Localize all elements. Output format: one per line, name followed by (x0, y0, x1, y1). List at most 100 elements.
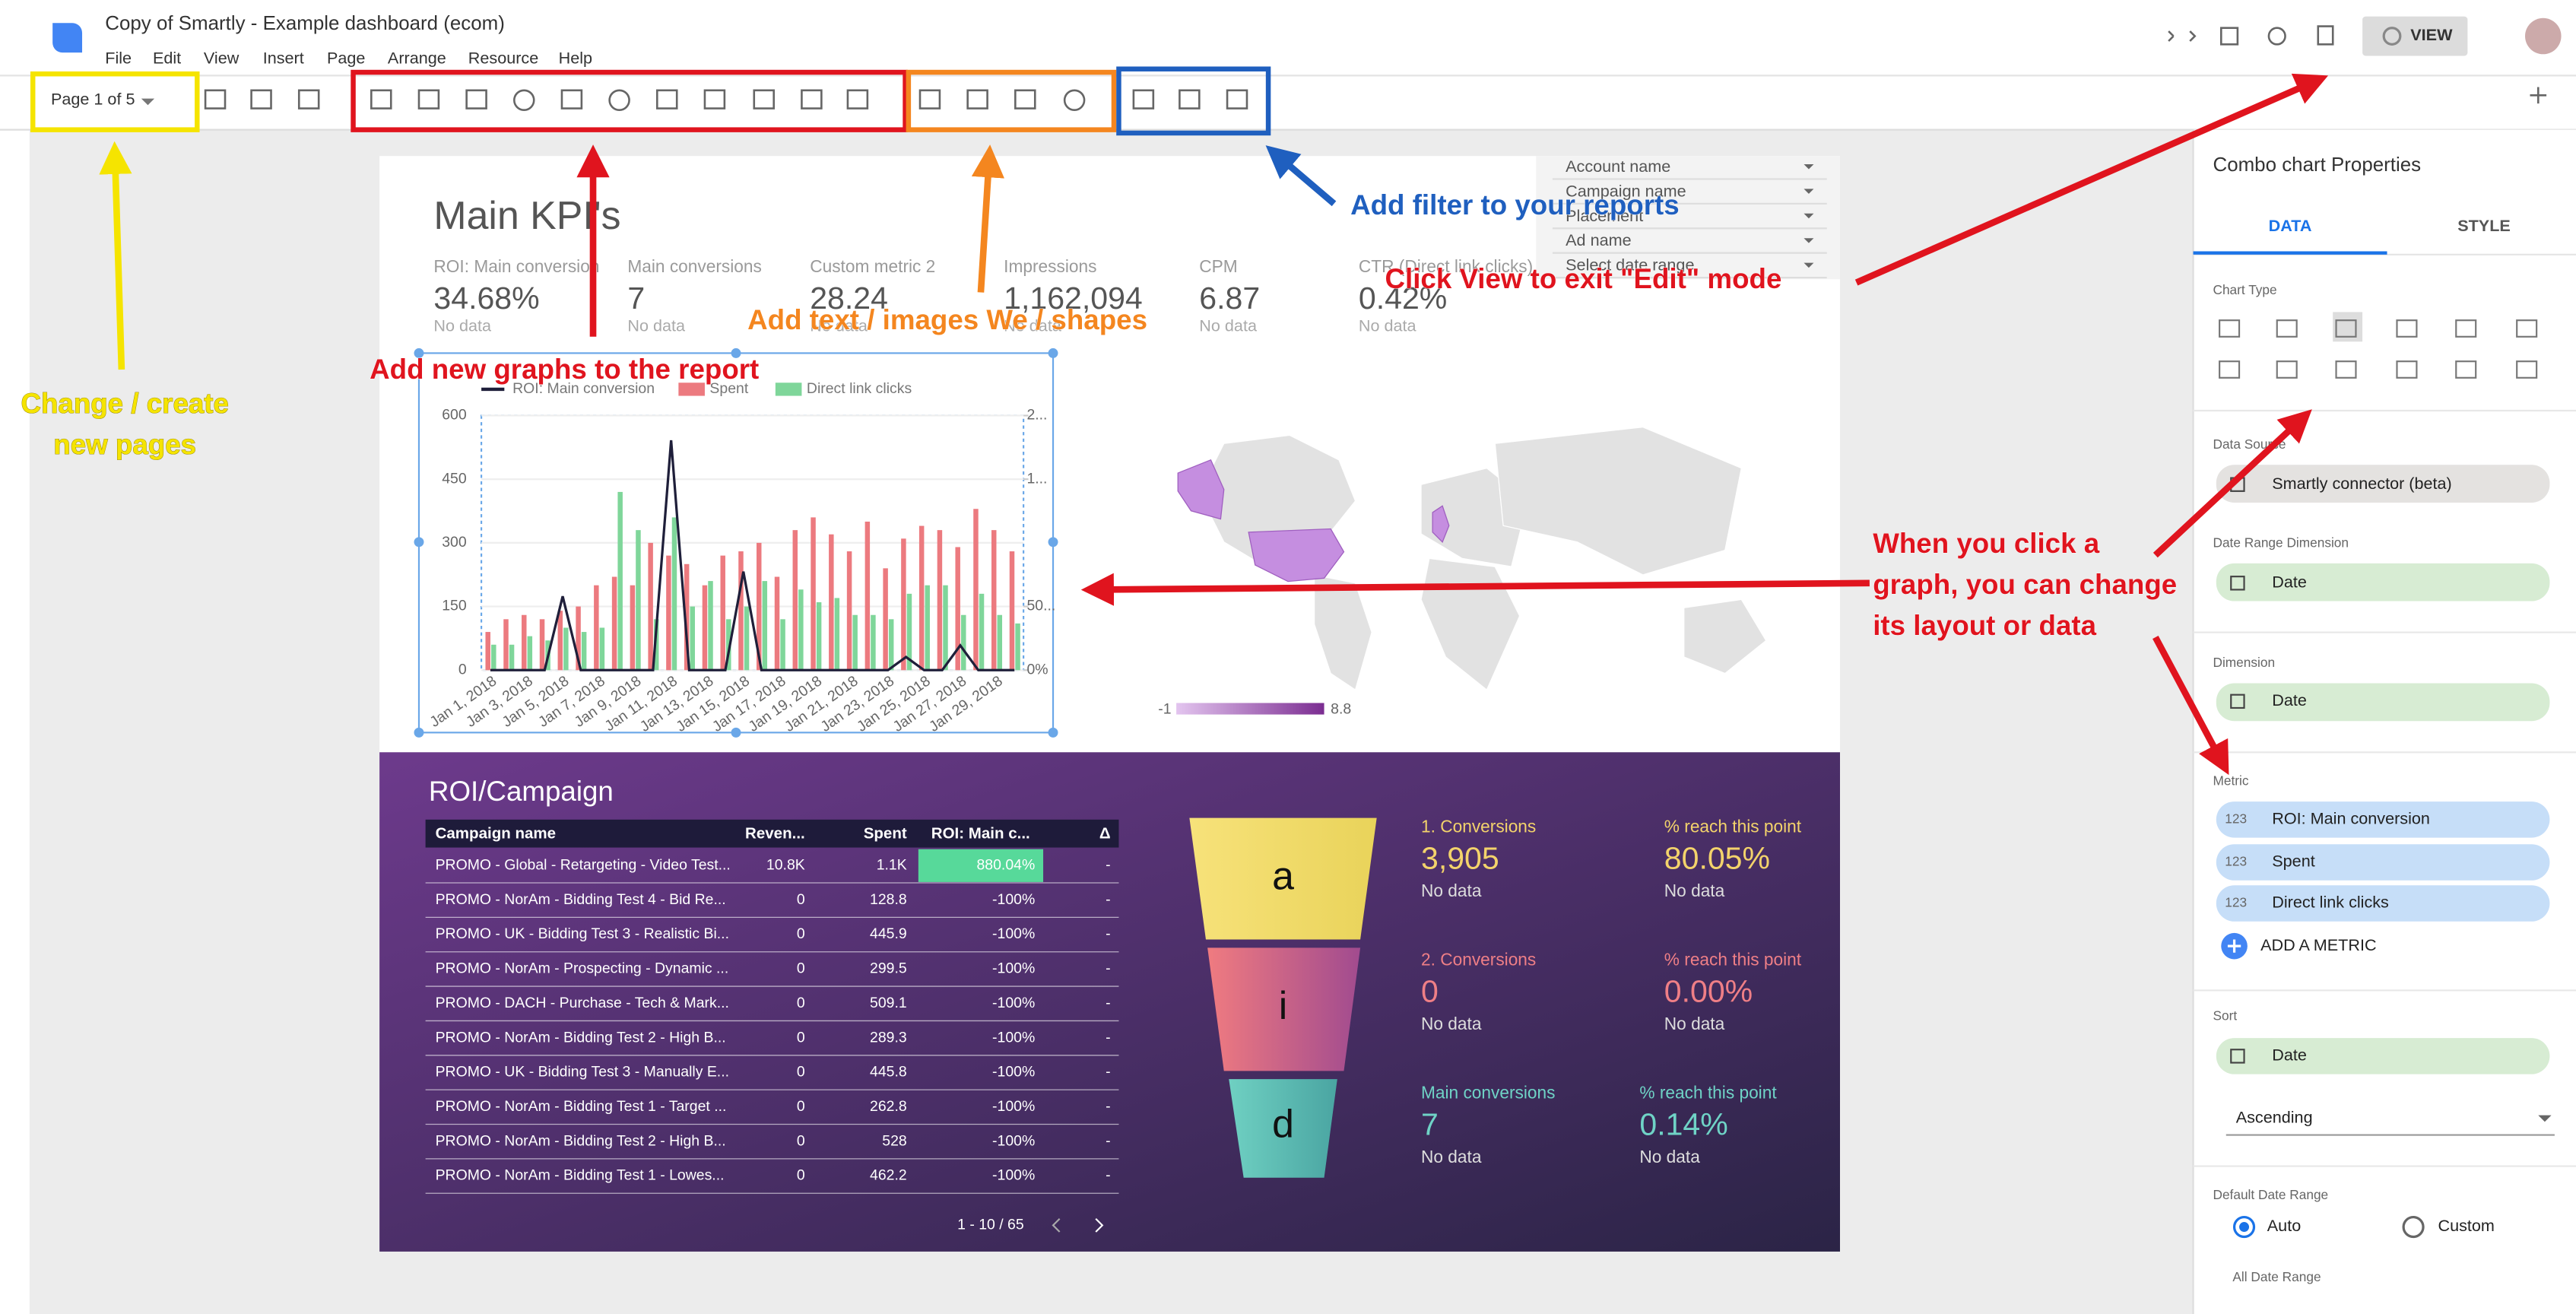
bar (630, 585, 636, 671)
page-selector[interactable]: Page 1 of 5 (51, 89, 135, 108)
toolbar-icon[interactable] (1014, 89, 1036, 110)
chip[interactable] (2216, 1038, 2550, 1074)
filter-control[interactable]: Placement (1566, 206, 1643, 225)
column-header[interactable]: Reven... (745, 825, 805, 843)
toolbar-icon[interactable] (918, 89, 941, 110)
radio[interactable] (2232, 1215, 2256, 1239)
embed-icon[interactable] (2168, 30, 2197, 42)
chip[interactable] (2216, 801, 2550, 838)
toolbar-icon[interactable] (703, 89, 726, 110)
menu-item[interactable]: Arrange (388, 48, 446, 67)
toolbar-icon[interactable] (465, 89, 487, 110)
reach-label: % reach this point (1639, 1083, 1777, 1103)
toolbar-icon[interactable] (417, 89, 440, 110)
chart-type-icon[interactable] (2455, 360, 2477, 379)
menu-item[interactable]: File (105, 48, 132, 67)
table-cell: PROMO - NorAm - Bidding Test 2 - High B.… (436, 1029, 726, 1046)
chart-type-icon[interactable] (2276, 360, 2298, 379)
toolbar-icon[interactable] (370, 89, 392, 110)
chip-label: ROI: Main conversion (2272, 809, 2430, 828)
toolbar-icon[interactable] (1226, 89, 1248, 110)
add-metric[interactable]: ADD A METRIC (2260, 935, 2376, 954)
tab[interactable]: DATA (2269, 216, 2312, 235)
bar (816, 602, 822, 671)
toolbar-icon[interactable] (655, 89, 678, 110)
radio-label: Auto (2267, 1216, 2301, 1235)
chart-type-icon[interactable] (2335, 319, 2357, 338)
chart-type-icon[interactable] (2276, 319, 2298, 338)
toolbar-icon[interactable] (560, 89, 583, 110)
y2-tick-label: 2... (1026, 407, 1047, 424)
avatar[interactable] (2525, 17, 2562, 55)
kpi-label: CTR (Direct link clicks) (1359, 256, 1533, 276)
table-cell: 0 (797, 1132, 805, 1149)
menu-item[interactable]: Help (559, 48, 592, 67)
menu-item[interactable]: Page (327, 48, 365, 67)
table-cell: - (1106, 1098, 1110, 1115)
toolbar-icon[interactable] (1179, 89, 1201, 110)
chip[interactable] (2216, 465, 2550, 503)
chart-type-icon[interactable] (2219, 360, 2241, 379)
toolbar-icon[interactable] (753, 89, 775, 110)
toolbar-icon[interactable] (1063, 89, 1086, 112)
kpi-note: No data (1004, 316, 1062, 335)
prev-page[interactable] (1052, 1217, 1061, 1233)
chart-type-icon[interactable] (2219, 319, 2241, 338)
menu-item[interactable]: Edit (153, 48, 181, 67)
fullscreen-icon[interactable] (2219, 27, 2239, 46)
view-button[interactable] (2362, 16, 2468, 56)
menu-item[interactable]: Insert (263, 48, 304, 67)
section-label: Sort (2213, 1008, 2237, 1024)
toolbar-icon[interactable] (297, 89, 320, 110)
chip[interactable] (2216, 885, 2550, 922)
chip[interactable] (2216, 683, 2550, 722)
toolbar-icon[interactable] (608, 89, 630, 112)
toolbar-icon[interactable] (801, 89, 823, 110)
chart-type-icon[interactable] (2516, 360, 2538, 379)
radio[interactable] (2402, 1215, 2425, 1239)
table-cell: 262.8 (870, 1098, 907, 1115)
filter-control[interactable]: Campaign name (1566, 181, 1686, 200)
select-value[interactable]: Ascending (2236, 1108, 2313, 1127)
filter-control[interactable]: Ad name (1566, 230, 1631, 249)
column-header[interactable]: Δ (1099, 825, 1111, 843)
toolbar-icon[interactable] (250, 89, 272, 110)
toolbar-icon[interactable] (966, 89, 988, 110)
funnel-note: No data (1421, 881, 1482, 900)
menu-item[interactable]: View (204, 48, 240, 67)
toolbar-icon[interactable] (1132, 89, 1155, 110)
chart-type-icon[interactable] (2335, 360, 2357, 379)
chip[interactable] (2216, 563, 2550, 601)
bar (522, 614, 527, 671)
chip[interactable] (2216, 844, 2550, 881)
share-icon[interactable] (2530, 87, 2547, 104)
kpi-note: No data (433, 316, 492, 335)
tab[interactable]: STYLE (2457, 216, 2511, 235)
toolbar-icon[interactable] (204, 89, 227, 110)
refresh-icon[interactable] (2267, 27, 2286, 46)
bar (611, 576, 617, 671)
legend-label: Spent (709, 380, 748, 397)
column-header[interactable]: ROI: Main c... (931, 825, 1030, 843)
kpi-label: Main conversions (627, 256, 761, 276)
copy-icon[interactable] (2317, 25, 2334, 46)
menu-item[interactable]: Resource (468, 48, 538, 67)
chart-type-icon[interactable] (2396, 360, 2418, 379)
filter-control[interactable]: Account name (1566, 157, 1670, 176)
next-page[interactable] (1095, 1217, 1104, 1233)
section-label: Dimension (2213, 655, 2275, 670)
column-header[interactable]: Campaign name (436, 825, 556, 843)
table-cell: 0 (797, 960, 805, 977)
chart-type-icon[interactable] (2516, 319, 2538, 338)
table-cell: 0 (797, 1064, 805, 1081)
chart-type-icon[interactable] (2396, 319, 2418, 338)
selection-handles[interactable] (414, 348, 1058, 738)
toolbar-icon[interactable] (513, 89, 535, 112)
column-header[interactable]: Spent (864, 825, 907, 843)
legend-label: Direct link clicks (807, 380, 912, 397)
chart-type-icon[interactable] (2455, 319, 2477, 338)
legend-swatch (678, 382, 705, 396)
bar (792, 530, 798, 671)
filter-control[interactable]: Select date range (1566, 256, 1694, 275)
toolbar-icon[interactable] (846, 89, 869, 110)
